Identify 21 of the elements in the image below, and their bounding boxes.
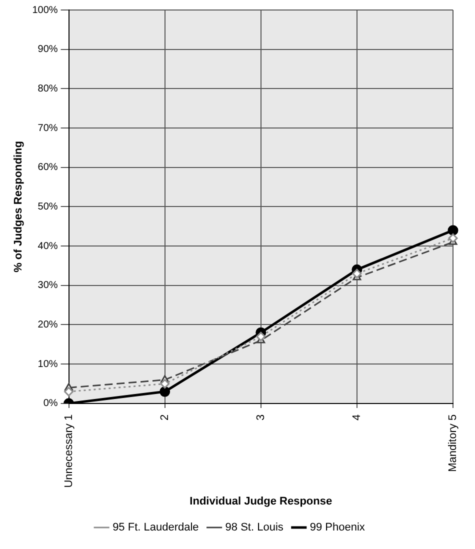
y-tick-label: 50% [38,201,58,212]
x-axis-title: Individual Judge Response [190,495,332,508]
y-tick-label: 30% [38,280,58,292]
y-tick-label: 100% [32,4,58,16]
x-tick-label: Unnecessary 1 [62,414,75,488]
x-tick-label: 2 [158,414,171,421]
y-tick-label: 0% [43,398,58,410]
x-tick-label: 4 [350,414,363,421]
legend-label: 95 Ft. Lauderdale [112,522,199,534]
y-tick-label: 80% [38,83,58,94]
x-tick-label: Manditory 5 [447,414,460,472]
legend-label: 99 Phoenix [310,522,366,534]
y-axis-title: % of Judges Responding [12,141,25,272]
y-tick-label: 40% [38,240,58,252]
y-tick-label: 10% [38,358,58,370]
legend-label: 98 St. Louis [225,522,284,534]
y-tick-label: 20% [38,319,58,330]
x-tick-label: 3 [254,414,267,421]
y-tick-label: 70% [38,122,58,134]
y-tick-label: 60% [38,162,58,174]
y-tick-label: 90% [38,44,58,56]
